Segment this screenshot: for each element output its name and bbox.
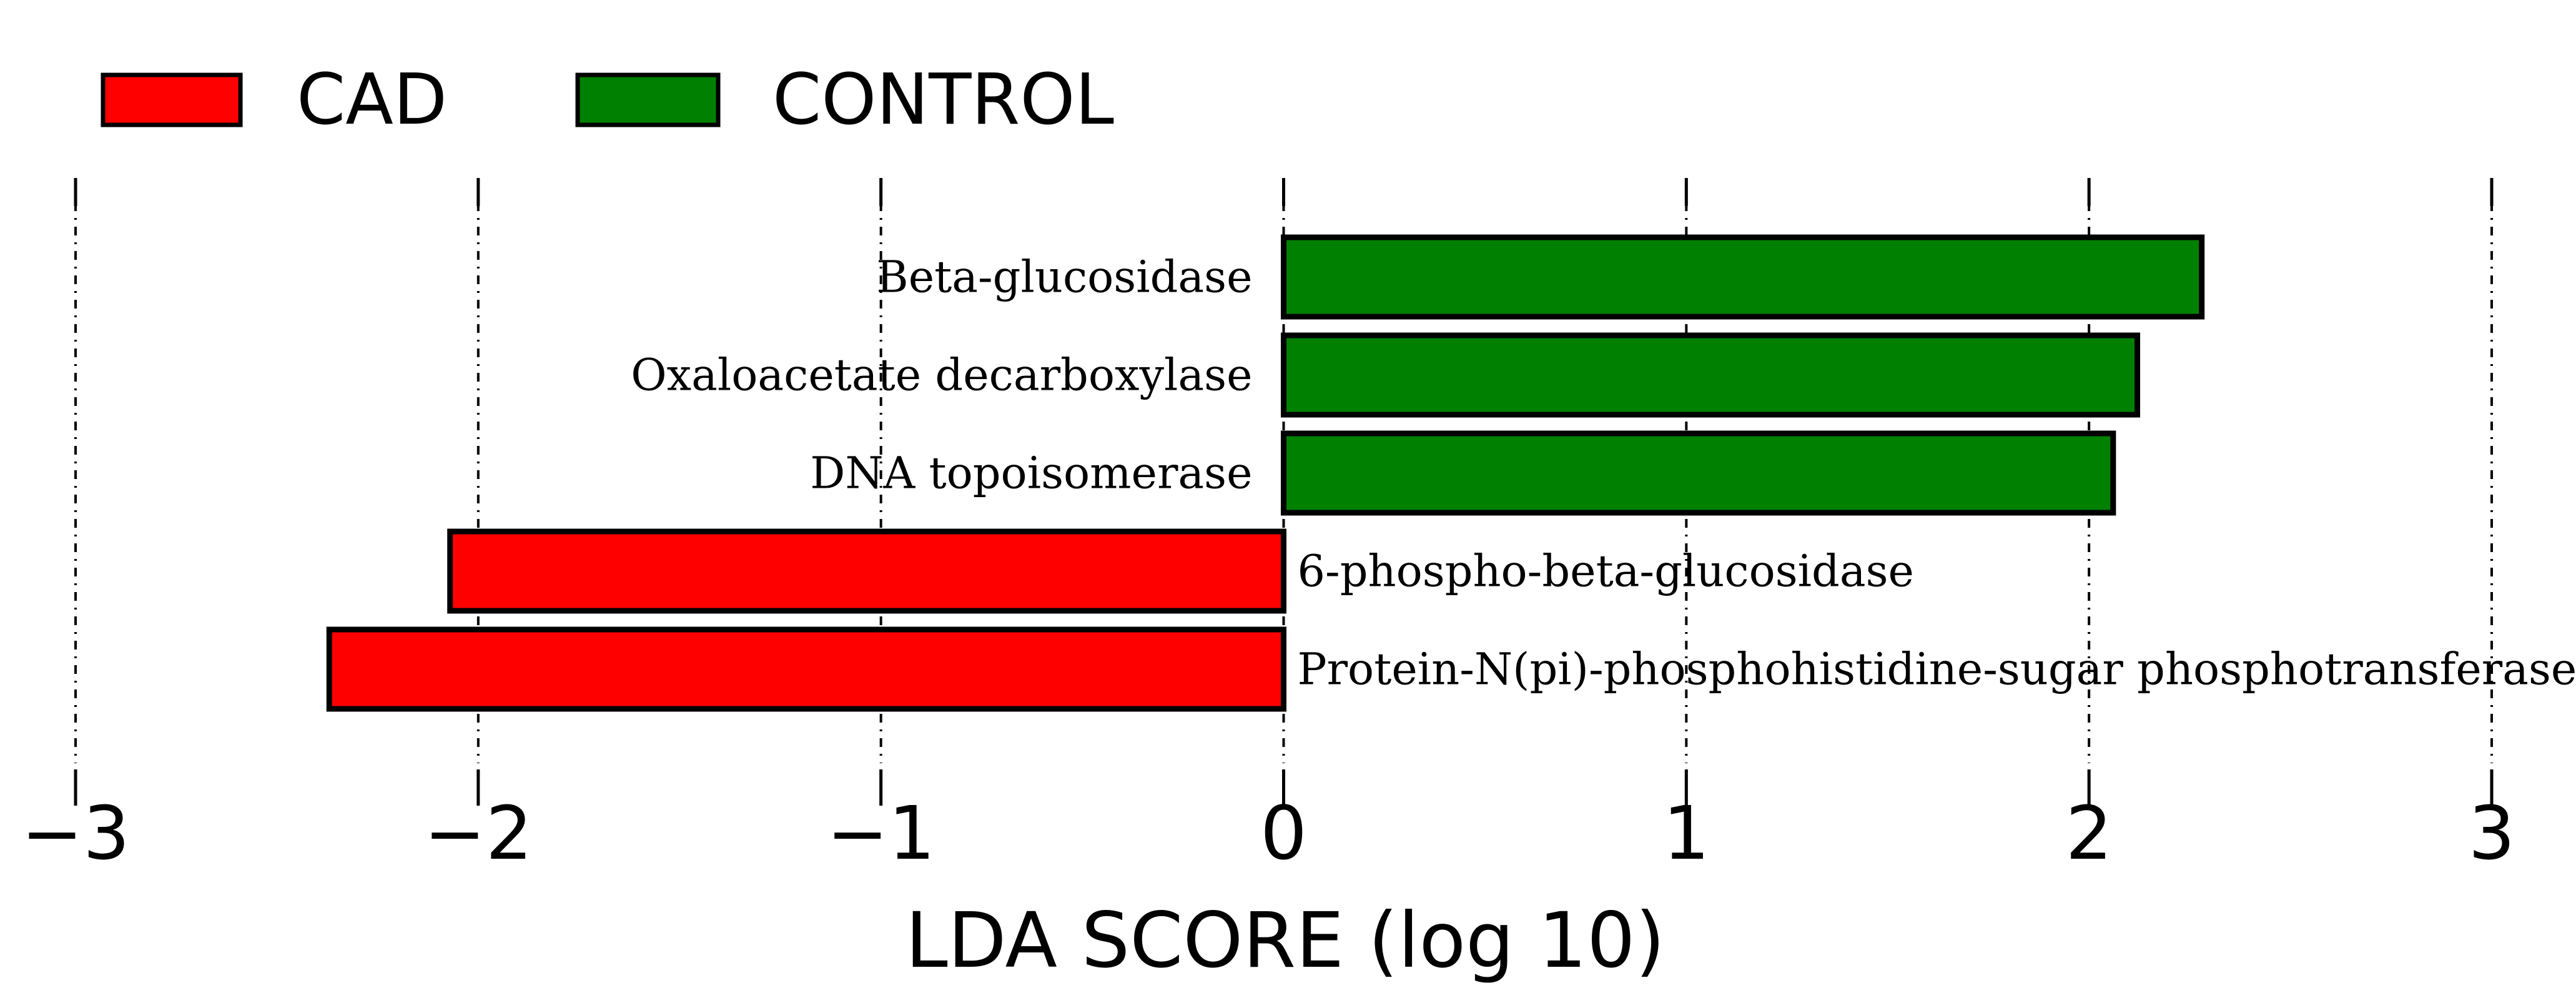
bar-label: Oxaloacetate decarboxylase <box>631 350 1252 401</box>
legend: CAD CONTROL <box>101 59 1114 141</box>
bar <box>1281 430 2116 516</box>
x-tick-label: −2 <box>424 790 533 876</box>
x-axis-ticks: −3 −2 −1 0 1 2 3 <box>21 178 2515 876</box>
x-tick-label: 3 <box>2468 790 2515 876</box>
bar-labels: Beta-glucosidase Oxaloacetate decarboxyla… <box>631 252 2576 695</box>
bar <box>326 626 1286 712</box>
bar <box>1281 234 2205 320</box>
legend-swatch-control <box>575 72 721 127</box>
legend-label-control: CONTROL <box>772 59 1114 141</box>
x-tick-label: −3 <box>21 790 130 876</box>
bar-label: Protein-N(pi)-phosphohistidine-sugar pho… <box>1298 644 2576 695</box>
x-tick-label: 2 <box>2066 790 2113 876</box>
x-tick-label: 0 <box>1260 790 1307 876</box>
bar-label: Beta-glucosidase <box>876 252 1252 303</box>
bars <box>326 234 2205 712</box>
legend-swatch-cad <box>101 72 243 127</box>
legend-label-cad: CAD <box>297 59 447 141</box>
x-tick-label: −1 <box>827 790 935 876</box>
x-tick-label: 1 <box>1663 790 1710 876</box>
bar-label: 6-phospho-beta-glucosidase <box>1298 546 1914 597</box>
bar <box>447 528 1287 614</box>
x-axis-title: LDA SCORE (log 10) <box>906 896 1666 985</box>
bar <box>1281 332 2141 418</box>
bar-label: DNA topoisomerase <box>810 448 1252 499</box>
